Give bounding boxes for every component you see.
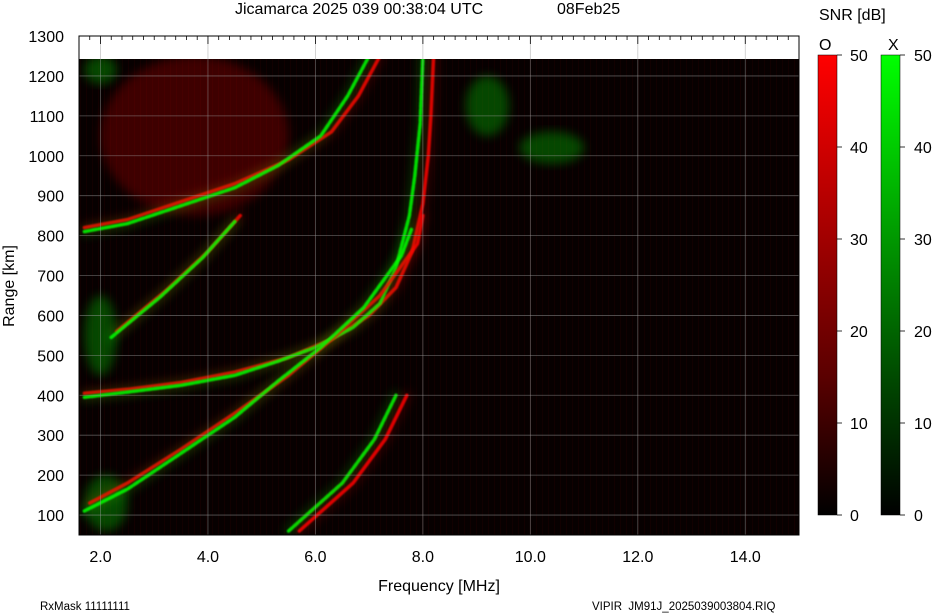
x-tick-label: 10.0 <box>515 549 546 566</box>
y-axis-ticks: 100 200 300 400 500 600 700 800 900 1000 1100 1200 1… <box>28 29 64 525</box>
echo-trace-x-7 <box>109 219 237 340</box>
y-tick-label: 1100 <box>30 109 65 126</box>
y-tick-label: 900 <box>37 189 64 206</box>
rxmask-label: RxMask 11111111 <box>40 601 130 613</box>
x-tick-label: 6.0 <box>304 549 326 566</box>
file-label: VIPIR JM91J_2025039003804.RIQ <box>592 601 776 613</box>
y-tick-label: 600 <box>37 308 64 325</box>
colorbar-o <box>817 54 838 516</box>
y-tick-label: 100 <box>37 508 64 525</box>
grid-lines <box>78 35 800 536</box>
x-tick-label: 12.0 <box>622 549 653 566</box>
colorbar-x <box>880 54 901 516</box>
echo-trace-o-9 <box>297 393 409 533</box>
echo-trace-x-3 <box>82 59 370 234</box>
y-tick-label: 400 <box>37 388 64 405</box>
colorbar-o-ticks: 50 40 30 20 10 0 <box>837 48 868 525</box>
chart-date: 08Feb25 <box>557 1 620 18</box>
x-tick-label: 4.0 <box>197 549 219 566</box>
colorbar-title: SNR [dB] <box>819 7 886 24</box>
colorbar-tick-label: 20 <box>850 324 868 341</box>
y-tick-label: 700 <box>37 269 64 286</box>
colorbar-tick-label: 30 <box>850 232 868 249</box>
x-tick-label: 14.0 <box>730 549 761 566</box>
heatmap-layer <box>79 59 585 535</box>
diffuse-echo-x-2 <box>519 131 585 164</box>
x-tick-label: 8.0 <box>412 549 434 566</box>
diffuse-echo-x-1 <box>465 75 509 136</box>
echo-trace-x-5 <box>82 225 414 513</box>
colorbar-tick-label: 20 <box>914 324 932 341</box>
colorbar-x-label: X <box>888 37 899 54</box>
colorbar-tick-label: 40 <box>850 140 868 157</box>
colorbar-tick-label: 30 <box>914 232 932 249</box>
colorbar-o-label: O <box>819 37 831 54</box>
colorbar-tick-label: 10 <box>850 416 868 433</box>
x-tick-label: 2.0 <box>89 549 111 566</box>
diffuse-echo-o-3 <box>100 59 289 216</box>
y-tick-label: 200 <box>37 468 64 485</box>
y-tick-label: 1000 <box>28 149 64 166</box>
chart-title: Jicamarca 2025 039 00:38:04 UTC <box>235 1 483 18</box>
colorbar-tick-label: 10 <box>914 416 932 433</box>
echo-trace-x-1 <box>82 59 425 400</box>
y-tick-label: 800 <box>37 229 64 246</box>
colorbar-tick-label: 50 <box>850 48 868 65</box>
colorbar-tick-label: 0 <box>850 508 859 525</box>
plot-border <box>78 35 800 536</box>
x-axis-label: Frequency [MHz] <box>378 578 500 595</box>
colorbar-tick-label: 0 <box>914 508 923 525</box>
y-axis-label: Range [km] <box>1 245 18 327</box>
colorbar-tick-label: 50 <box>914 48 932 65</box>
x-axis-ticks: 2.0 4.0 6.0 8.0 10.0 12.0 14.0 <box>89 549 761 566</box>
colorbar-x-ticks: 50 40 30 20 10 0 <box>900 48 932 525</box>
colorbar-tick-label: 40 <box>914 140 932 157</box>
y-tick-label: 1300 <box>28 29 64 46</box>
y-tick-label: 500 <box>37 348 64 365</box>
y-tick-label: 1200 <box>28 69 64 86</box>
y-tick-label: 300 <box>37 428 64 445</box>
